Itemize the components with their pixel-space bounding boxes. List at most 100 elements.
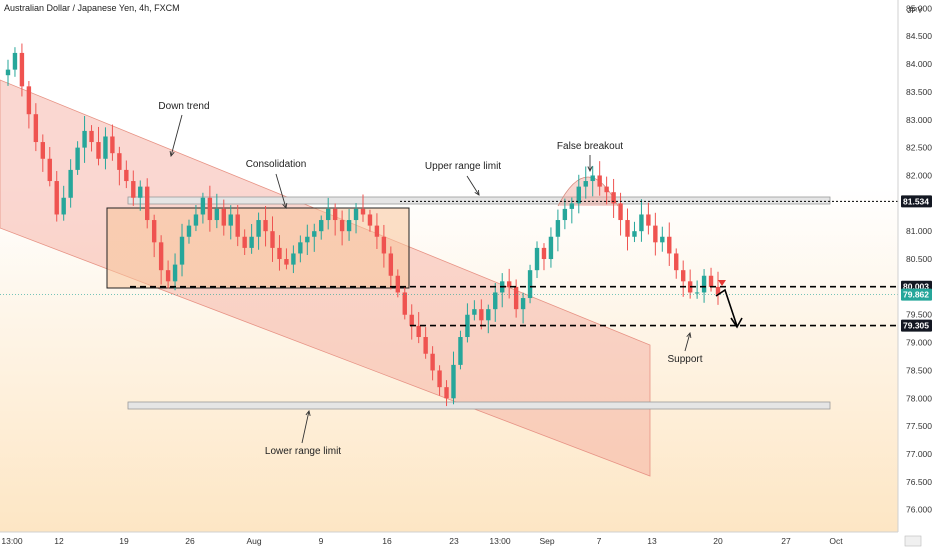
candle-body [548, 236, 554, 260]
support-pointer [684, 332, 691, 352]
upper-range-pointer [466, 175, 480, 196]
candle-body [346, 220, 352, 232]
false-breakout-pointer-head [587, 166, 593, 173]
x-tick-label: 27 [781, 536, 791, 546]
x-tick-label: 19 [119, 536, 129, 546]
x-tick-label: 9 [319, 536, 324, 546]
time-axis-bg [0, 532, 932, 550]
x-tick-label: 13:00 [1, 536, 23, 546]
candle-body [569, 203, 575, 209]
candle-body [47, 158, 52, 182]
candle-body [395, 275, 401, 293]
candle-body [242, 236, 247, 248]
candle-body [472, 309, 477, 315]
candle-body [583, 181, 588, 187]
candle-body [235, 214, 240, 237]
y-tick-label: 82.500 [906, 143, 932, 153]
candle-body [138, 186, 143, 198]
candle-body [715, 286, 721, 295]
lower-range-pointer-head [305, 409, 311, 416]
candle-body [145, 186, 150, 221]
price-tag-label: 80.003 [903, 282, 929, 292]
candle-body [388, 253, 394, 276]
price-axis-bg [898, 0, 932, 550]
candle-body [513, 286, 519, 310]
down-trend-pointer-head [169, 151, 175, 157]
y-tick-label: 80.500 [906, 254, 932, 264]
candle-body [110, 136, 115, 154]
x-tick-label: Aug [246, 536, 261, 546]
y-tick-label: 84.500 [906, 31, 932, 41]
y-tick-label: 82.000 [906, 170, 932, 180]
candle-body [89, 130, 94, 143]
candle-body [33, 114, 39, 143]
candle-body [305, 236, 310, 243]
candle-body [367, 214, 373, 226]
x-tick-label: 26 [185, 536, 195, 546]
candle-body [479, 309, 484, 321]
candle-body [680, 270, 686, 282]
candle-body [409, 314, 414, 326]
y-tick-label: 83.000 [906, 115, 932, 125]
x-tick-label: Sep [539, 536, 554, 546]
candle-body [451, 364, 456, 399]
projection-arrow [715, 288, 738, 327]
x-tick-label: 13:00 [489, 536, 511, 546]
candle-body [312, 231, 317, 237]
x-tick-label: 12 [54, 536, 64, 546]
candle-body [61, 197, 66, 215]
candle-body [506, 281, 512, 287]
candle-body [590, 175, 595, 182]
candle-body [416, 325, 421, 338]
candle-body [653, 225, 658, 243]
candle-body [611, 192, 616, 204]
upper-range-bar [127, 196, 831, 205]
annotation-support: Support [667, 354, 702, 365]
candle-body [541, 247, 547, 260]
candle-body [207, 197, 213, 221]
candle-body [339, 220, 345, 232]
candle-body [221, 208, 226, 226]
y-tick-label: 79.500 [906, 310, 932, 320]
price-tag-bg [901, 319, 932, 332]
candle-body [520, 298, 526, 310]
candle-body [75, 147, 80, 170]
y-tick-label: 76.500 [906, 477, 932, 487]
candle-body [597, 175, 602, 187]
annotation-upper-range: Upper range limit [425, 161, 501, 172]
candle-body [172, 264, 178, 282]
candle-body [486, 309, 491, 321]
chart-title: Australian Dollar / Japanese Yen, 4h, FX… [4, 3, 180, 13]
candle-body [534, 247, 540, 271]
x-tick-label: Oct [829, 536, 843, 546]
candle-body [96, 142, 101, 159]
candle-body [263, 220, 268, 232]
candle-body [493, 292, 498, 310]
candle-body [103, 136, 108, 159]
candle-body [319, 220, 324, 232]
candle-body [179, 236, 185, 265]
candle-body [40, 142, 46, 159]
x-tick-label: 7 [597, 536, 602, 546]
x-tick-label: 16 [382, 536, 392, 546]
price-tag-label: 81.534 [903, 196, 929, 206]
candle-body [325, 208, 331, 221]
lower-range-bar [127, 401, 831, 410]
candle-body [228, 214, 233, 226]
price-tag-label: 79.862 [903, 290, 929, 300]
settings-icon[interactable] [904, 535, 922, 547]
candle-body [618, 203, 623, 221]
candle-body [458, 337, 463, 365]
candle-body [200, 197, 206, 215]
y-tick-label: 83.500 [906, 87, 932, 97]
price-tag-bg [901, 288, 932, 301]
candle-body [430, 353, 435, 371]
candle-body [646, 214, 651, 226]
candle-body [639, 214, 644, 232]
candle-body [374, 225, 380, 237]
candle-body [68, 169, 73, 198]
candle-body [604, 186, 609, 193]
candle-body [291, 253, 296, 265]
